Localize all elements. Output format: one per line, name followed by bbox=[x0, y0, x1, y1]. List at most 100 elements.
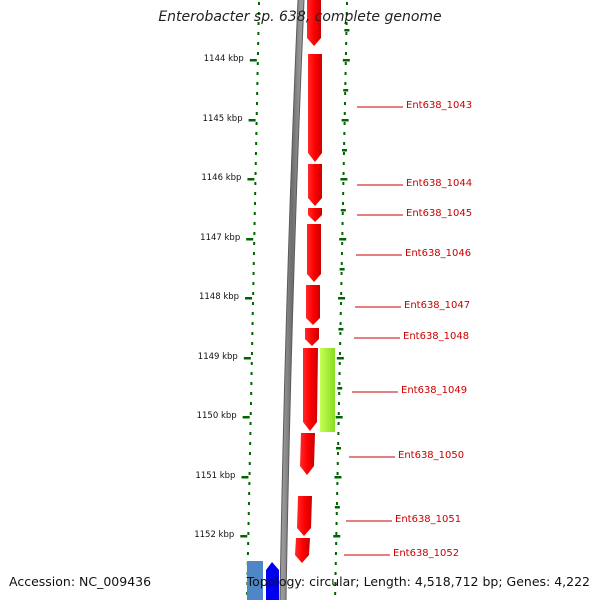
ruler-dot bbox=[343, 142, 346, 145]
scale-tick bbox=[334, 476, 342, 479]
ruler-dot bbox=[343, 132, 346, 135]
ruler-dot bbox=[257, 32, 260, 35]
ruler-dot bbox=[341, 202, 344, 205]
ruler-dot bbox=[339, 312, 342, 315]
scale-tick-minor bbox=[338, 328, 344, 331]
gene-feature-ent638-1043[interactable] bbox=[308, 54, 322, 162]
ruler-dot bbox=[252, 282, 255, 285]
ruler-dot bbox=[255, 102, 258, 105]
ruler-dot bbox=[255, 112, 258, 115]
gene-feature-ent638-1052[interactable] bbox=[295, 538, 310, 563]
ruler-dot bbox=[251, 302, 254, 305]
gene-feature-ent638-1045[interactable] bbox=[308, 208, 322, 222]
ruler-dot bbox=[250, 362, 253, 365]
ruler-dot bbox=[249, 442, 252, 445]
ruler-dot bbox=[342, 192, 345, 195]
gene-label[interactable]: Ent638_1048 bbox=[403, 331, 470, 342]
ruler-dot bbox=[248, 472, 251, 475]
ruler-dot bbox=[246, 552, 249, 555]
scale-tick bbox=[242, 416, 250, 419]
gene-label[interactable]: Ent638_1043 bbox=[406, 100, 473, 111]
ruler-dot bbox=[345, 32, 348, 35]
scale-tick bbox=[240, 535, 248, 538]
ruler-dot bbox=[255, 132, 258, 135]
topology-info: Topology: circular; Length: 4,518,712 bp… bbox=[246, 574, 590, 589]
ruler-dot bbox=[339, 322, 342, 325]
ruler-dot bbox=[344, 62, 347, 65]
gene-feature-steelblue[interactable] bbox=[247, 561, 263, 600]
scale-tick bbox=[336, 357, 344, 360]
ruler-dot bbox=[256, 62, 259, 65]
ruler-dot bbox=[340, 262, 343, 265]
ruler-dot bbox=[334, 582, 337, 585]
ruler-dot bbox=[336, 492, 339, 495]
gene-feature-ent638-1049[interactable] bbox=[303, 348, 318, 431]
scale-tick bbox=[247, 178, 255, 181]
gene-label[interactable]: Ent638_1049 bbox=[401, 385, 468, 396]
gene-feature-ent638-1048[interactable] bbox=[305, 328, 319, 346]
ruler-dot bbox=[344, 82, 347, 85]
scale-tick bbox=[248, 119, 256, 122]
scale-tick-minor bbox=[344, 29, 350, 32]
ruler-dot bbox=[254, 192, 257, 195]
ruler-dot bbox=[249, 432, 252, 435]
gene-label[interactable]: Ent638_1044 bbox=[406, 178, 473, 189]
ruler-dot bbox=[338, 352, 341, 355]
gene-feature-ent638-1047[interactable] bbox=[306, 285, 320, 325]
scale-tick bbox=[340, 178, 348, 181]
ruler-dot bbox=[335, 502, 338, 505]
ruler-dot bbox=[335, 512, 338, 515]
ruler-dot bbox=[343, 102, 346, 105]
ruler-dot bbox=[255, 122, 258, 125]
ruler-dot bbox=[248, 462, 251, 465]
scale-tick bbox=[341, 119, 349, 122]
scale-label: 1147 kbp bbox=[200, 233, 241, 243]
ruler-dot bbox=[344, 92, 347, 95]
ruler-dot bbox=[247, 512, 250, 515]
ruler-dot bbox=[335, 542, 338, 545]
gene-label[interactable]: Ent638_1051 bbox=[395, 514, 462, 525]
ruler-dot bbox=[256, 52, 259, 55]
gene-feature-ent638-1044[interactable] bbox=[308, 164, 322, 206]
ruler-dot bbox=[334, 592, 337, 595]
gene-feature-ent638-1051[interactable] bbox=[297, 496, 312, 536]
gene-feature-ent638-1050[interactable] bbox=[300, 433, 315, 475]
gene-features bbox=[247, 0, 335, 600]
ruler-dot bbox=[249, 412, 252, 415]
ruler-dot bbox=[337, 432, 340, 435]
ruler-dot bbox=[337, 412, 340, 415]
scale-tick-minor bbox=[343, 89, 349, 92]
gene-feature-ent638-1046[interactable] bbox=[307, 224, 321, 282]
gene-label[interactable]: Ent638_1045 bbox=[406, 208, 473, 219]
gene-label-connectors bbox=[344, 106, 403, 556]
gene-label[interactable]: Ent638_1050 bbox=[398, 450, 465, 461]
ruler-dot bbox=[252, 252, 255, 255]
ruler-dot bbox=[342, 162, 345, 165]
scale-ticks bbox=[240, 29, 350, 538]
gene-label[interactable]: Ent638_1047 bbox=[404, 300, 471, 311]
gene-feature-blue[interactable] bbox=[266, 562, 279, 600]
ruler-dot bbox=[345, 22, 348, 25]
gene-feature-ent638-1049-other[interactable] bbox=[320, 348, 335, 432]
ruler-dot bbox=[252, 272, 255, 275]
ruler-dot bbox=[337, 402, 340, 405]
scale-label: 1148 kbp bbox=[198, 292, 240, 302]
ruler-dot bbox=[340, 272, 343, 275]
gene-label[interactable]: Ent638_1046 bbox=[405, 248, 472, 259]
ruler-dot bbox=[338, 382, 341, 385]
gene-label[interactable]: Ent638_1052 bbox=[393, 548, 460, 559]
accession-label: Accession: NC_009436 bbox=[9, 574, 152, 589]
ruler-dot bbox=[335, 522, 338, 525]
ruler-dot bbox=[345, 2, 348, 5]
scale-label: 1144 kbp bbox=[203, 54, 244, 64]
ruler-dot bbox=[251, 312, 254, 315]
ruler-dot bbox=[337, 422, 340, 425]
scale-tick bbox=[342, 59, 350, 62]
ruler-dot bbox=[344, 52, 347, 55]
ruler-dot bbox=[345, 42, 348, 45]
gene-feature-top[interactable] bbox=[307, 0, 321, 46]
ruler-dot bbox=[336, 452, 339, 455]
scale-tick bbox=[246, 238, 254, 241]
